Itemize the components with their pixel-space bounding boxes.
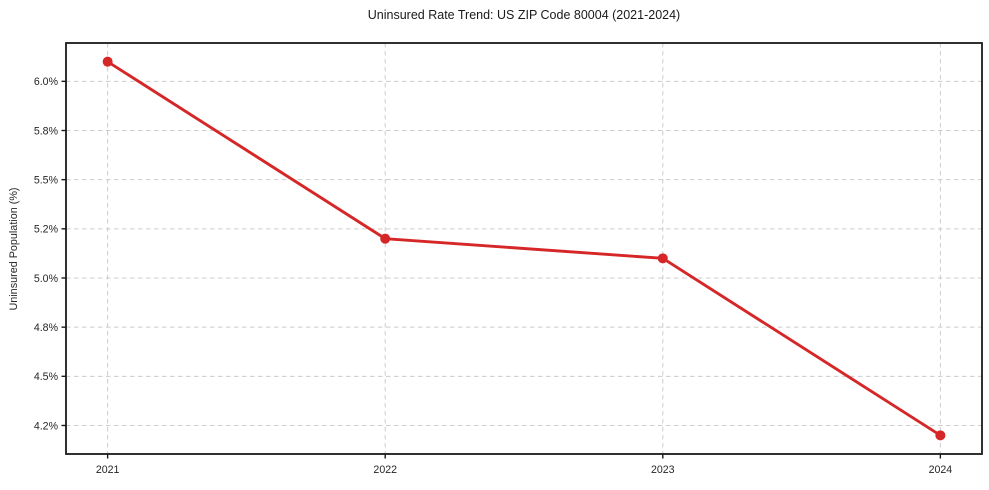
x-tick-label: 2023 bbox=[651, 464, 675, 476]
x-tick-label: 2021 bbox=[96, 464, 120, 476]
y-tick-label: 5.5% bbox=[34, 174, 59, 186]
chart-title: Uninsured Rate Trend: US ZIP Code 80004 … bbox=[367, 8, 681, 22]
y-tick-label: 4.8% bbox=[34, 322, 59, 334]
y-tick-label: 4.5% bbox=[34, 371, 59, 383]
y-tick-label: 5.2% bbox=[34, 224, 59, 236]
y-tick-label: 5.0% bbox=[34, 273, 59, 285]
plot-border bbox=[65, 42, 983, 455]
data-point-marker bbox=[935, 430, 946, 441]
data-point-marker bbox=[380, 233, 391, 244]
x-tick-label: 2024 bbox=[929, 464, 953, 476]
trend-line bbox=[106, 60, 942, 437]
x-tick-label: 2022 bbox=[373, 464, 397, 476]
y-tick-label: 6.0% bbox=[34, 76, 59, 88]
y-tick-label: 4.2% bbox=[34, 420, 59, 432]
data-point-marker bbox=[102, 56, 113, 67]
data-point-marker bbox=[657, 253, 668, 264]
y-tick-label: 5.8% bbox=[34, 125, 59, 137]
